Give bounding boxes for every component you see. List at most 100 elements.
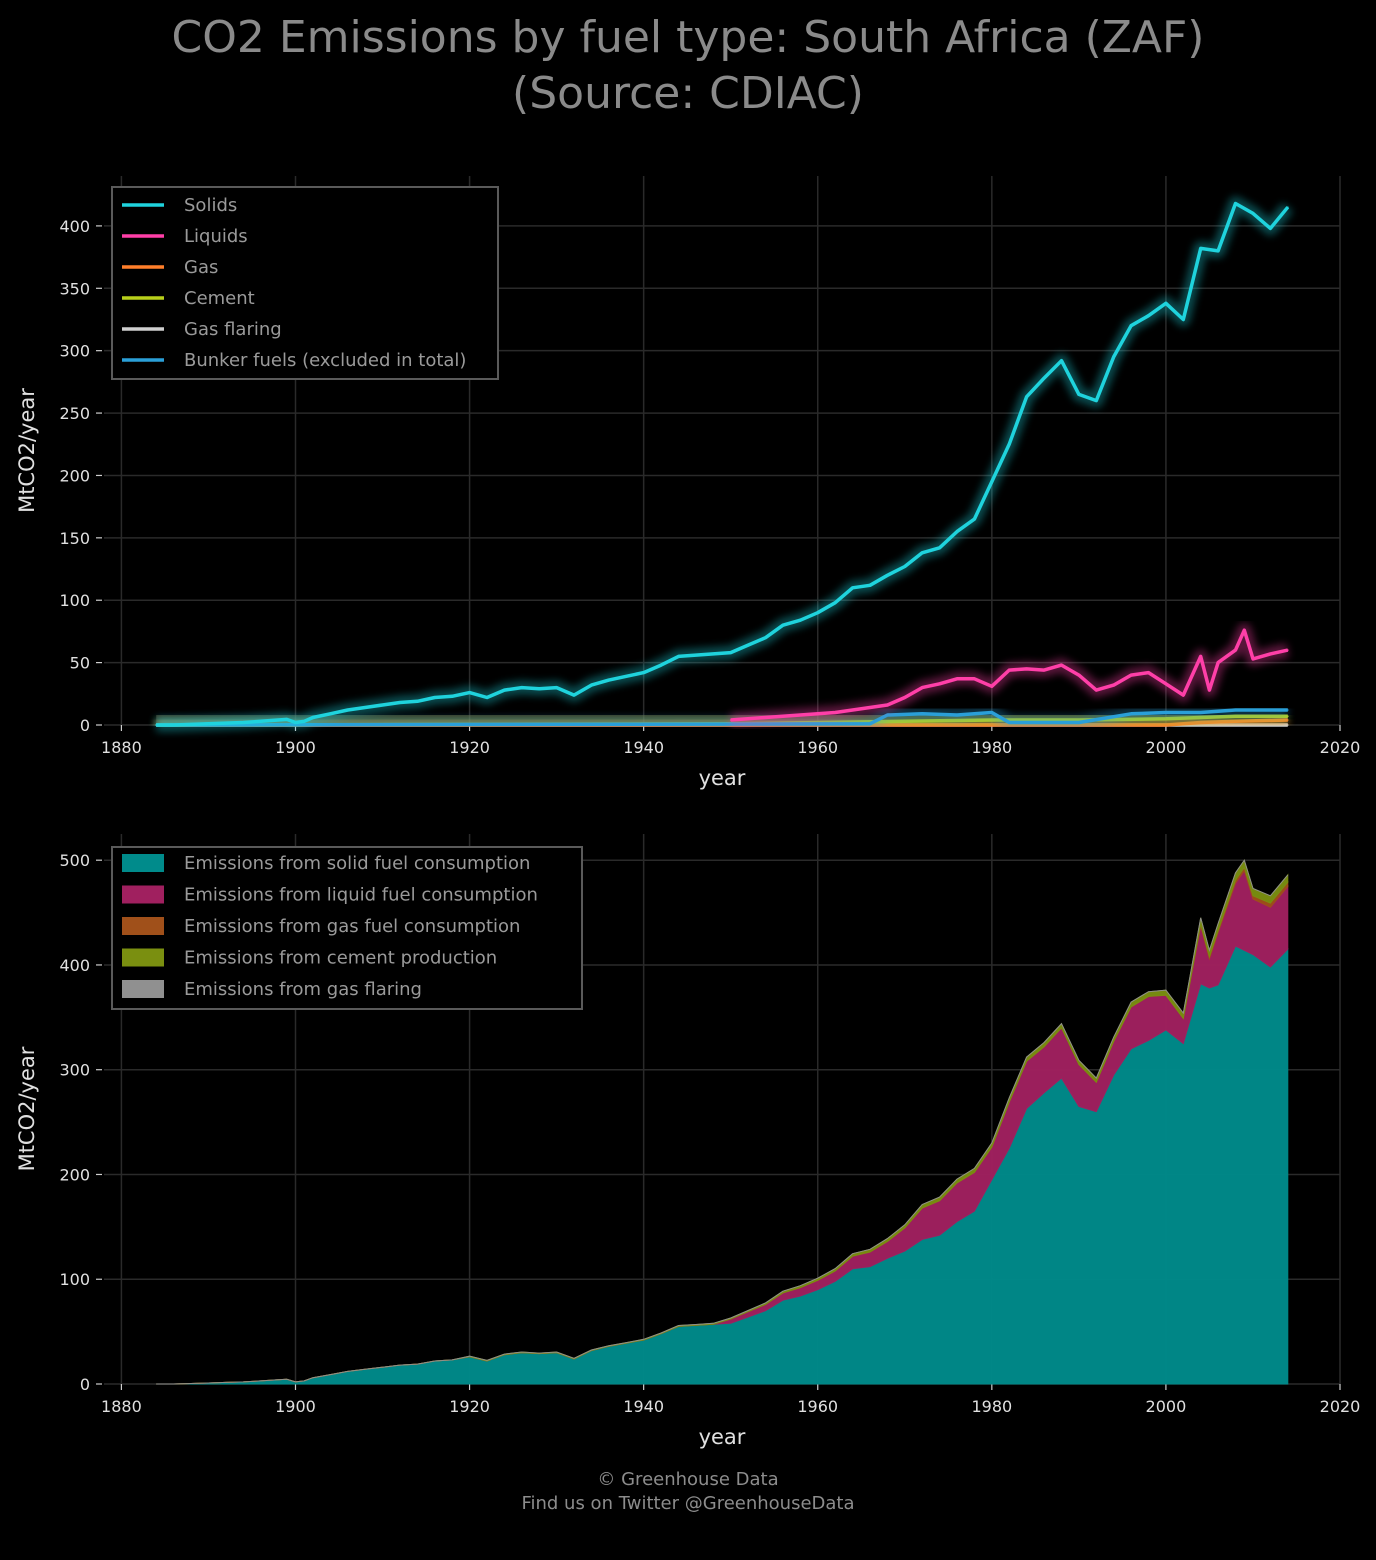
data-point-solids (1287, 206, 1289, 208)
data-point-bunker-fuels-excluded-in-total (991, 711, 993, 714)
footer-copyright: © Greenhouse Data (597, 1469, 779, 1490)
data-point-liquids (1060, 664, 1063, 666)
chart-title: CO2 Emissions by fuel type: South Africa… (0, 10, 1376, 122)
data-point-solids (1217, 250, 1219, 252)
legend-swatch-emissions-from-liquid-fuel-consumption (122, 885, 164, 904)
legend-label-gas: Gas (184, 257, 218, 278)
data-point-solids (1182, 318, 1185, 321)
data-point-solids (1147, 314, 1150, 317)
line-chart-x-tick-label: 1980 (971, 738, 1012, 757)
data-point-solids (416, 700, 419, 703)
data-point-solids (207, 723, 210, 725)
data-point-bunker-fuels-excluded-in-total (1234, 709, 1237, 711)
data-point-solids (364, 706, 366, 709)
legend-swatch-emissions-from-gas-fuel-consumption (122, 917, 164, 935)
data-point-bunker-fuels-excluded-in-total (1165, 711, 1167, 714)
area-chart-y-tick-label: 200 (59, 1165, 90, 1184)
data-point-solids (764, 636, 767, 639)
area-chart-x-axis-label: year (699, 1425, 746, 1449)
line-chart-x-axis-label: year (699, 766, 746, 790)
legend-label-emissions-from-cement-production: Emissions from cement production (184, 948, 497, 969)
data-point-liquids (938, 683, 941, 685)
line-chart-y-tick-label: 100 (59, 591, 90, 610)
data-point-solids (1252, 212, 1254, 215)
data-point-liquids (1165, 683, 1167, 685)
data-point-solids (286, 718, 288, 721)
data-point-liquids (1008, 669, 1010, 671)
line-chart-gridlines (104, 176, 1341, 726)
area-chart-y-tick-label: 100 (59, 1270, 90, 1289)
data-point-liquids (1199, 655, 1202, 658)
area-chart-legend: Emissions from solid fuel consumption Emi… (111, 846, 583, 1010)
data-point-solids (277, 719, 279, 721)
area-chart-x-tick-label: 1900 (275, 1397, 316, 1416)
data-point-liquids (1208, 689, 1211, 691)
data-point-solids (294, 721, 297, 724)
area-chart-y-tick-label: 0 (80, 1375, 90, 1394)
data-point-liquids (1269, 653, 1272, 655)
data-point-solids (1008, 443, 1010, 446)
data-point-liquids (764, 716, 767, 719)
data-point-bunker-fuels-excluded-in-total (956, 714, 958, 716)
data-point-solids (608, 679, 610, 681)
data-point-liquids (1182, 694, 1185, 696)
chart-title-line2: (Source: CDIAC) (512, 68, 864, 119)
data-point-solids (329, 713, 332, 715)
data-point-solids (695, 654, 697, 656)
line-chart-x-tick-label: 1940 (623, 738, 664, 757)
data-point-solids (991, 480, 993, 483)
data-point-liquids (1025, 668, 1028, 670)
legend-label-emissions-from-solid-fuel-consumption: Emissions from solid fuel consumption (184, 853, 530, 874)
data-point-solids (521, 686, 523, 689)
data-point-solids (381, 704, 384, 706)
data-point-solids (729, 651, 732, 654)
data-point-solids (1269, 227, 1272, 230)
data-point-bunker-fuels-excluded-in-total (1130, 713, 1132, 715)
data-point-solids (904, 565, 906, 568)
data-point-solids (956, 530, 958, 533)
data-point-liquids (1243, 629, 1246, 631)
data-point-liquids (1234, 649, 1237, 651)
data-point-liquids (834, 711, 836, 714)
data-point-solids (555, 686, 558, 689)
data-point-solids (851, 587, 854, 589)
data-point-solids (1078, 393, 1080, 396)
data-point-bunker-fuels-excluded-in-total (1008, 721, 1010, 724)
line-chart-x-tick-label: 1920 (449, 738, 490, 757)
line-chart-x-tick-label: 2020 (1320, 738, 1361, 757)
area-chart-x-tick-label: 2000 (1146, 1397, 1187, 1416)
series-line-solids (156, 201, 1290, 727)
data-point-solids (816, 611, 819, 614)
legend-swatch-emissions-from-gas-flaring (122, 980, 164, 998)
footer: © Greenhouse Data Find us on Twitter @Gr… (0, 1468, 1376, 1516)
data-point-bunker-fuels-excluded-in-total (1078, 721, 1080, 724)
data-point-solids (799, 619, 802, 621)
data-point-solids (434, 696, 436, 699)
area-chart-y-tick-label: 500 (59, 851, 90, 870)
data-point-liquids (1095, 689, 1098, 691)
data-point-bunker-fuels-excluded-in-total (1269, 709, 1272, 711)
data-point-solids (399, 701, 401, 704)
data-point-bunker-fuels-excluded-in-total (1287, 709, 1289, 711)
area-chart-y-tick-label: 400 (59, 956, 90, 975)
legend-swatch-emissions-from-solid-fuel-consumption (122, 854, 164, 872)
line-chart-y-tick-label: 150 (59, 529, 90, 548)
stacked-area-chart-panel: 1880 1900 1920 1940 1960 1980 2000 2020 0 100 200 3… (15, 834, 1360, 1449)
data-point-solids (486, 696, 488, 699)
data-point-liquids (729, 719, 732, 721)
data-point-bunker-fuels-excluded-in-total (886, 714, 889, 716)
data-point-solids (303, 720, 306, 723)
data-point-solids (1165, 302, 1167, 305)
data-point-solids (155, 724, 157, 726)
data-point-liquids (1252, 658, 1254, 660)
data-point-solids (312, 716, 314, 719)
legend-label-gas-flaring: Gas flaring (184, 319, 282, 340)
series-line-bunker-fuels-excluded-in-total (156, 708, 1288, 727)
data-point-solids (190, 723, 192, 726)
data-point-liquids (1112, 684, 1115, 686)
line-chart-panel: 1880 1900 1920 1940 1960 1980 2000 2020 0 50 100 15… (15, 176, 1361, 790)
area-chart-x-tick-label: 1980 (971, 1397, 1012, 1416)
data-point-solids (172, 724, 175, 726)
legend-label-emissions-from-liquid-fuel-consumption: Emissions from liquid fuel consumption (184, 885, 538, 906)
data-point-liquids (886, 704, 889, 706)
